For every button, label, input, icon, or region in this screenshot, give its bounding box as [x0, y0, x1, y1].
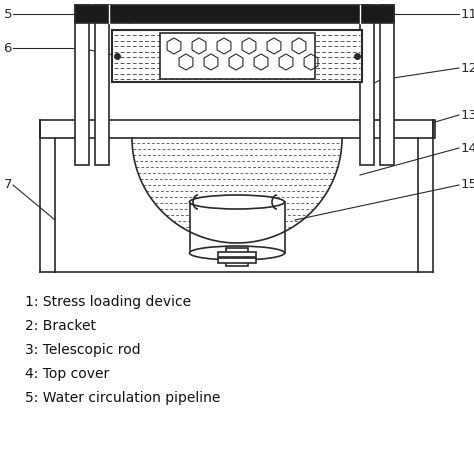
Bar [190, 202, 285, 253]
Bar [75, 5, 394, 23]
Text: 4: Top cover: 4: Top cover [25, 367, 109, 381]
Text: 6: 6 [4, 42, 12, 55]
Bar [112, 30, 362, 82]
Bar [218, 258, 256, 263]
Ellipse shape [190, 246, 284, 260]
Text: 1: Stress loading device: 1: Stress loading device [25, 295, 191, 309]
Bar [226, 248, 248, 266]
Text: 5: 5 [3, 8, 12, 20]
Text: 7: 7 [3, 179, 12, 191]
Text: 12: 12 [461, 62, 474, 74]
Bar [40, 120, 435, 138]
Bar [160, 33, 315, 79]
Bar [95, 5, 109, 165]
Bar [218, 252, 256, 257]
Text: 2: Bracket: 2: Bracket [25, 319, 96, 333]
Bar [360, 5, 374, 165]
Text: 3: Telescopic rod: 3: Telescopic rod [25, 343, 141, 357]
Text: 13: 13 [461, 109, 474, 121]
Text: 5: Water circulation pipeline: 5: Water circulation pipeline [25, 391, 220, 405]
Ellipse shape [190, 195, 284, 209]
Bar [75, 5, 89, 165]
Text: 14: 14 [461, 142, 474, 155]
Bar [380, 5, 394, 165]
Text: 15: 15 [461, 179, 474, 191]
Text: 11: 11 [461, 8, 474, 20]
